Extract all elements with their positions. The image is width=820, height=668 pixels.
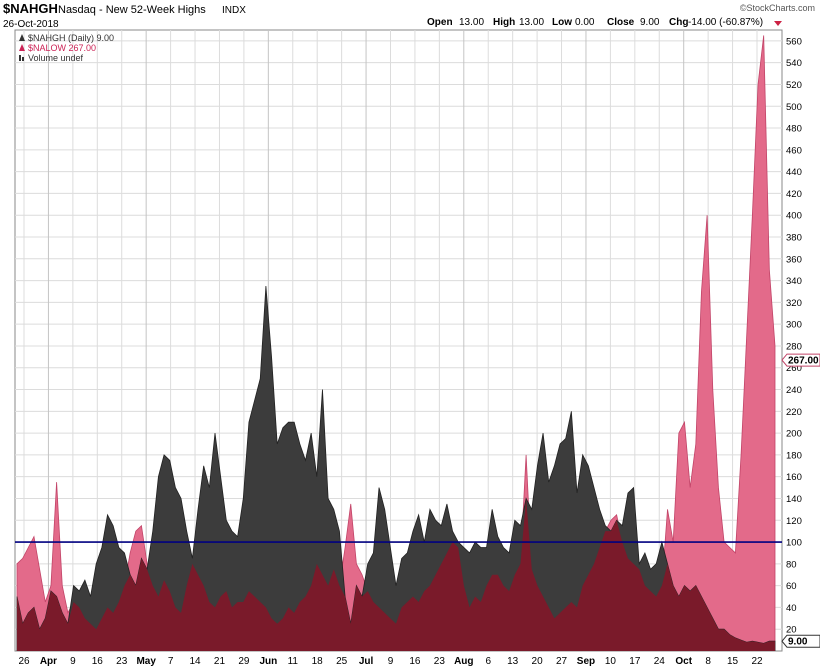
legend-item-nalow: $NALOW 267.00 [19,43,96,53]
x-tick-label: Jun [259,656,277,667]
x-tick-label: 18 [312,656,324,667]
y-tick-label: 260 [786,363,802,374]
x-tick-label: Aug [454,656,473,667]
y-tick-label: 520 [786,80,802,91]
legend-item-volume: Volume undef [19,53,84,63]
y-tick-label: 100 [786,538,802,549]
x-tick-label: 25 [336,656,348,667]
down-arrow-icon [774,21,782,26]
x-tick-label: 24 [654,656,666,667]
legend: $NAHGH (Daily) 9.00 $NALOW 267.00 Volume… [19,33,114,63]
y-tick-label: 20 [786,625,797,636]
y-tick-label: 280 [786,341,802,352]
x-tick-label: 22 [751,656,763,667]
price-tag-value: 9.00 [788,637,808,648]
y-tick-label: 320 [786,298,802,309]
price-tag-nahgh: 9.00 [781,634,820,648]
price-tag-bg [781,634,820,648]
y-tick-label: 200 [786,429,802,440]
x-axis-labels: 26 Apr 9 16 23 May 7 14 21 29 Jun 11 18 25 Jul 9 16 23 Aug… [18,656,763,667]
x-tick-label: 17 [629,656,641,667]
x-tick-label: 27 [556,656,568,667]
y-tick-label: 240 [786,385,802,396]
x-tick-label: 23 [116,656,128,667]
x-tick-label: 9 [388,656,394,667]
close-label: Close [607,17,635,28]
y-tick-label: 40 [786,603,797,614]
chg-value: -14.00 (-60.87%) [688,17,763,28]
y-tick-label: 460 [786,145,802,156]
x-tick-label: 9 [70,656,76,667]
area-icon [19,34,25,41]
y-tick-label: 360 [786,254,802,265]
x-tick-label: 10 [605,656,617,667]
y-tick-label: 480 [786,124,802,135]
open-label: Open [427,17,453,28]
series-overlap-area [17,498,775,651]
price-tag-bg [781,353,820,367]
x-tick-label: 6 [485,656,491,667]
chart-symbol: $NAHGH [3,1,58,16]
y-tick-label: 540 [786,58,802,69]
x-tick-label: 29 [238,656,250,667]
legend-label-nahgh: $NAHGH (Daily) 9.00 [28,33,114,43]
x-tick-label: 7 [168,656,174,667]
y-tick-label: 560 [786,36,802,47]
x-tick-label: 11 [288,656,299,667]
x-tick-label: 26 [18,656,30,667]
x-tick-label: 14 [189,656,201,667]
high-label: High [493,17,515,28]
x-tick-label: 13 [507,656,519,667]
low-value: 0.00 [575,17,595,28]
chart-date: 26-Oct-2018 [3,19,59,30]
high-value: 13.00 [519,17,544,28]
area-icon [19,44,25,51]
low-label: Low [552,17,572,28]
y-tick-label: 80 [786,559,797,570]
x-tick-label: 16 [409,656,421,667]
y-tick-label: 380 [786,233,802,244]
y-tick-label: 180 [786,450,802,461]
x-tick-label: 21 [214,656,226,667]
y-tick-label: 420 [786,189,802,200]
stockcharts-watermark: ©StockCharts.com [740,3,815,13]
x-tick-label: 23 [434,656,446,667]
x-tick-label: 20 [532,656,544,667]
chart-name: Nasdaq - New 52-Week Highs [58,4,206,16]
y-tick-label: 60 [786,581,797,592]
y-tick-label: 160 [786,472,802,483]
x-tick-label: Jul [359,656,374,667]
x-tick-label: Oct [675,656,692,667]
y-tick-label: 500 [786,102,802,113]
chart-exchange: INDX [222,5,246,16]
legend-item-nahgh: $NAHGH (Daily) 9.00 [19,33,114,43]
y-tick-label: 300 [786,320,802,331]
chg-label: Chg [669,17,688,28]
y-tick-label: 400 [786,211,802,222]
volume-bars-icon [19,55,21,61]
x-tick-label: 8 [705,656,711,667]
y-tick-label: 440 [786,167,802,178]
legend-label-nalow: $NALOW 267.00 [28,43,96,53]
y-axis-labels: 20 40 60 80 100 120 140 160 180 200 220 240 260 280 30… [786,36,802,635]
price-tag-nalow: 267.00 [781,353,820,367]
x-tick-label: Sep [577,656,595,667]
legend-label-volume: Volume undef [28,53,84,63]
volume-bars-icon [22,57,24,61]
y-tick-label: 220 [786,407,802,418]
open-value: 13.00 [459,17,484,28]
x-tick-label: 15 [727,656,739,667]
y-tick-label: 340 [786,276,802,287]
y-tick-label: 120 [786,516,802,527]
x-tick-label: Apr [40,656,57,667]
close-value: 9.00 [640,17,660,28]
x-tick-label: May [136,656,156,667]
ohlc-summary: Open 13.00 High 13.00 Low 0.00 Close 9.0… [427,17,782,28]
y-tick-label: 140 [786,494,802,505]
x-tick-label: 16 [92,656,104,667]
price-tag-value: 267.00 [788,356,819,367]
